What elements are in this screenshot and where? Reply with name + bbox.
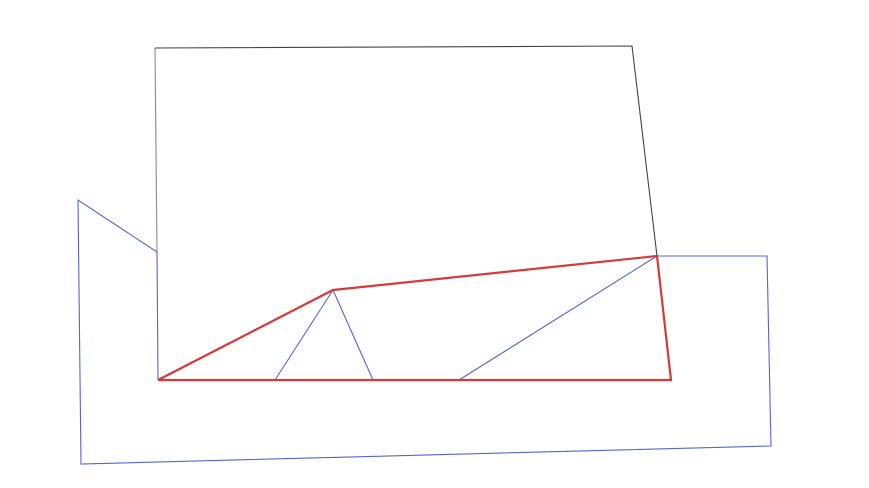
diagonal-line-1 bbox=[274, 289, 334, 381]
rectangle-top-right-edges bbox=[154, 45, 658, 257]
red-polygon bbox=[157, 254, 673, 382]
left-vertical-segment bbox=[156, 251, 159, 381]
diagonal-line-3 bbox=[458, 255, 658, 381]
rectangle-left-edge bbox=[154, 47, 158, 253]
diagonal-line-2 bbox=[332, 289, 374, 381]
triangulation-lines bbox=[274, 255, 658, 381]
outer-blue-polygon bbox=[77, 198, 772, 465]
